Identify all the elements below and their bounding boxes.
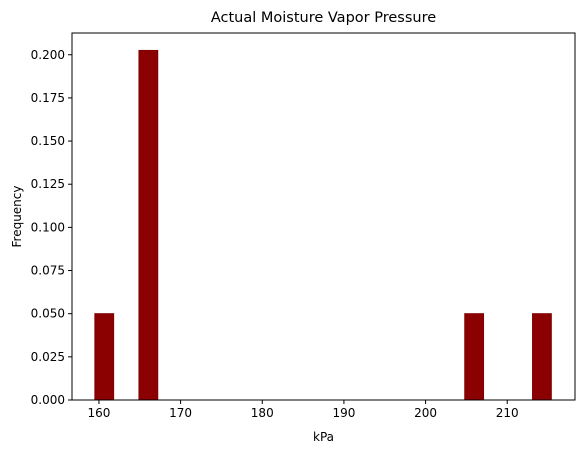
ticks-layer: 160 170 180 190 200 210 0.000 0.025 0.050 0.075 0.… [31, 48, 519, 420]
bars-layer [94, 49, 552, 401]
histogram-bar-4 [532, 313, 552, 401]
plot-frame [71, 32, 576, 401]
y-tick-label: 0.025 [31, 350, 65, 364]
y-tick-label: 0.175 [31, 91, 65, 105]
y-tick-label: 0.100 [31, 220, 65, 234]
chart-title: Actual Moisture Vapor Pressure [211, 10, 436, 26]
histogram-bar-1 [94, 313, 115, 401]
y-tick-label: 0.125 [31, 177, 65, 191]
x-tick-label: 160 [87, 406, 110, 420]
y-tick-label: 0.200 [31, 48, 65, 62]
x-tick-label: 210 [496, 406, 519, 420]
x-axis-title: kPa [313, 430, 334, 444]
histogram-bar-2 [138, 49, 159, 401]
y-tick-label: 0.150 [31, 134, 65, 148]
x-tick-label: 200 [414, 406, 437, 420]
x-tick-label: 180 [251, 406, 274, 420]
x-tick-label: 190 [332, 406, 355, 420]
histogram-bar-3 [464, 313, 485, 401]
y-tick-label: 0.050 [31, 307, 65, 321]
x-tick-label: 170 [169, 406, 192, 420]
y-axis-title: Frequency [10, 186, 24, 248]
y-tick-label: 0.075 [31, 264, 65, 278]
y-tick-label: 0.000 [31, 393, 65, 407]
